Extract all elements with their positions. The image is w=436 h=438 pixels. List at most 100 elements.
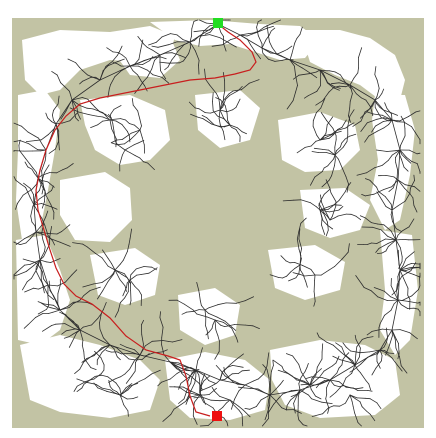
tree-edge — [263, 365, 268, 375]
tree-edge — [141, 137, 145, 146]
tree-edge — [47, 235, 54, 242]
tree-edge — [339, 142, 343, 148]
tree-edge — [209, 382, 218, 388]
tree-edge — [29, 259, 41, 265]
tree-edge — [139, 157, 144, 163]
tree-trunk-edge — [391, 179, 399, 211]
tree-edge — [305, 384, 311, 388]
tree-edge — [114, 263, 121, 271]
tree-edge — [338, 364, 343, 369]
tree-edge — [391, 179, 399, 188]
tree-edge — [125, 346, 135, 351]
tree-edge — [25, 140, 36, 143]
tree-edge — [198, 374, 201, 381]
tree-edge — [57, 284, 61, 294]
tree-edge — [269, 274, 279, 278]
tree-edge — [410, 262, 417, 272]
tree-edge — [39, 256, 44, 261]
tree-edge — [199, 425, 209, 427]
tree-edge — [265, 404, 271, 417]
tree-edge — [13, 274, 19, 277]
tree-edge — [190, 382, 196, 392]
tree-edge — [291, 375, 298, 381]
tree-edge — [219, 399, 231, 402]
tree-edge — [408, 218, 415, 228]
tree-edge — [86, 107, 94, 110]
tree-edge — [96, 115, 104, 118]
tree-edge — [294, 38, 298, 44]
tree-edge — [315, 69, 321, 73]
tree-edge — [379, 314, 385, 324]
tree-edge — [399, 265, 404, 271]
tree-edge — [387, 235, 397, 241]
tree-trunk-edge — [129, 54, 161, 67]
tree-edge — [23, 182, 31, 189]
tree-edge — [81, 344, 85, 353]
tree-edge — [207, 312, 218, 318]
tree-edge — [372, 118, 378, 122]
tree-edge — [81, 358, 88, 363]
tree-edge — [376, 238, 386, 244]
tree-edge — [298, 73, 310, 76]
tree-edge — [102, 65, 109, 71]
tree-edge — [51, 121, 57, 125]
tree-edge — [124, 144, 135, 151]
tree-edge — [309, 176, 316, 186]
tree-edge — [129, 300, 132, 306]
tree-edge — [183, 53, 190, 62]
tree-edge — [41, 170, 43, 180]
tree-edge — [295, 85, 298, 93]
tree-edge — [338, 385, 344, 388]
tree-edge — [407, 262, 413, 266]
tree-edge — [350, 350, 361, 354]
tree-edge — [91, 317, 99, 326]
tree-edge — [407, 300, 419, 304]
tree-edge — [181, 311, 188, 315]
tree-edge — [323, 133, 333, 137]
tree-edge — [131, 380, 141, 386]
tree-edge — [339, 74, 346, 83]
tree-edge — [288, 277, 297, 282]
tree-edge — [326, 152, 336, 156]
tree-edge — [171, 56, 176, 61]
tree-edge — [203, 401, 214, 409]
tree-edge — [313, 376, 320, 383]
tree-edge — [391, 357, 398, 366]
free-region-right-blob — [278, 112, 360, 172]
tree-edge — [345, 346, 352, 352]
tree-edge — [326, 379, 331, 389]
tree-edge — [365, 99, 372, 108]
tree-edge — [309, 384, 312, 390]
tree-edge — [228, 90, 234, 95]
tree-edge — [86, 246, 96, 254]
tree-edge — [189, 41, 191, 49]
tree-edge — [218, 406, 224, 412]
tree-edge — [73, 385, 78, 392]
tree-edge — [294, 261, 303, 266]
tree-edge — [204, 394, 210, 396]
tree-edge — [219, 106, 224, 111]
tree-edge — [223, 118, 231, 126]
tree-edge — [136, 274, 142, 276]
tree-edge — [246, 31, 258, 37]
tree-edge — [268, 376, 270, 385]
tree-edge — [40, 279, 44, 287]
tree-edge — [204, 31, 211, 35]
tree-edge — [385, 206, 393, 211]
tree-edge — [76, 387, 83, 393]
tree-edge — [384, 196, 392, 205]
tree-edge — [345, 84, 351, 88]
tree-edge — [123, 353, 130, 360]
tree-edge — [395, 162, 399, 171]
tree-edge — [403, 121, 406, 129]
tree-edge — [111, 139, 118, 144]
tree-edge — [313, 291, 316, 302]
tree-edge — [112, 51, 119, 53]
free-region-right-mid-blob — [300, 188, 370, 238]
tree-edge — [65, 328, 76, 332]
tree-edge — [214, 390, 221, 397]
tree-edge — [348, 107, 351, 117]
tree-edge — [119, 394, 128, 400]
tree-edge — [51, 323, 56, 326]
